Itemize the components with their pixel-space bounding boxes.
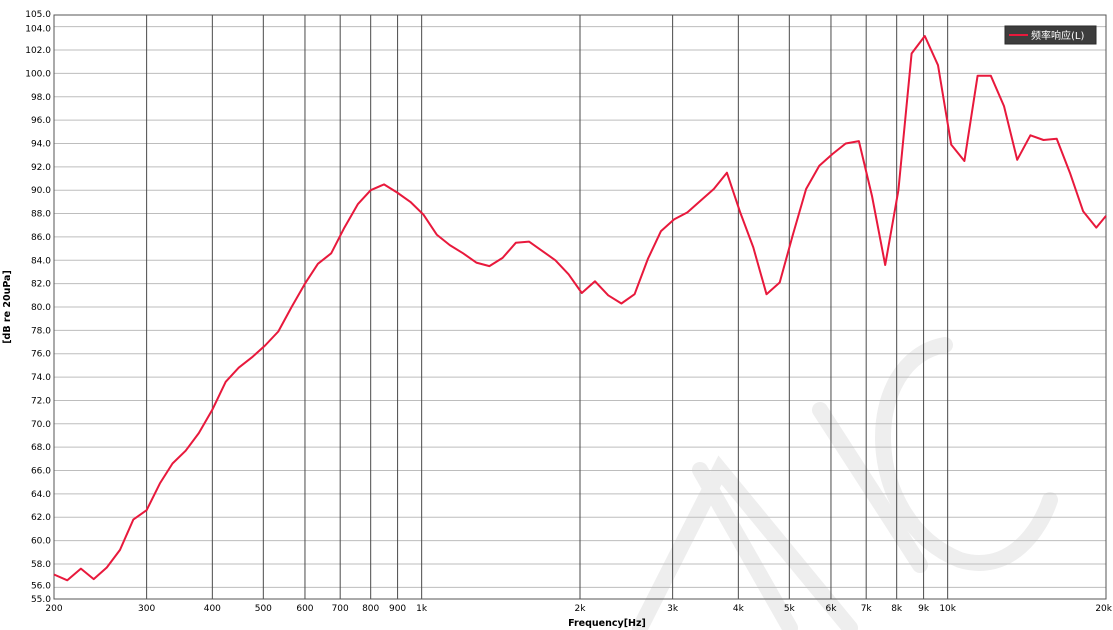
y-tick-label: 68.0: [31, 443, 51, 453]
y-tick-label: 100.0: [25, 69, 51, 79]
x-tick-label: 9k: [918, 604, 930, 614]
y-tick-label: 92.0: [31, 163, 51, 173]
x-tick-label: 300: [138, 604, 155, 614]
y-tick-label: 104.0: [25, 25, 51, 35]
grid: [53, 14, 1107, 600]
x-tick-label: 1k: [416, 604, 428, 614]
x-tick-label: 800: [362, 604, 379, 614]
y-tick-label: 94.0: [31, 139, 51, 149]
x-tick-label: 400: [204, 604, 221, 614]
y-tick-label: 105.0: [25, 10, 51, 20]
plot-border: [53, 14, 1107, 600]
plot-frame: [53, 14, 1107, 600]
series-layer: [53, 35, 1107, 582]
y-tick-label: 72.0: [31, 396, 51, 406]
y-tick-label: 70.0: [31, 420, 51, 430]
y-tick-label: 55.0: [31, 595, 51, 605]
y-tick-label: 58.0: [31, 560, 51, 570]
x-tick-label: 5k: [784, 604, 796, 614]
x-tick-label: 20k: [1095, 604, 1112, 614]
x-tick-label: 4k: [733, 604, 745, 614]
watermark-stroke: [812, 402, 928, 573]
x-tick-label: 500: [255, 604, 272, 614]
x-tick-label: 2k: [575, 604, 587, 614]
y-tick-label: 98.0: [31, 93, 51, 103]
series-line-0: [53, 35, 1107, 582]
watermark-stroke: [875, 337, 1058, 571]
y-tick-label: 64.0: [31, 490, 51, 500]
y-tick-label: 82.0: [31, 280, 51, 290]
y-axis-title: [dB re 20uPa]: [2, 270, 13, 344]
x-axis-title: Frequency[Hz]: [568, 618, 646, 629]
watermark-stroke: [632, 455, 858, 630]
x-tick-label: 200: [45, 604, 62, 614]
y-tick-label: 88.0: [31, 210, 51, 220]
x-tick-label: 700: [332, 604, 349, 614]
y-tick-label: 56.0: [31, 581, 51, 591]
y-tick-label: 96.0: [31, 116, 51, 126]
y-tick-label: 76.0: [31, 350, 51, 360]
y-tick-labels: 105.0 104.0 102.0 100.0 98.0 96.0 94.0 92.0 90.0…: [25, 10, 51, 605]
x-tick-label: 10k: [939, 604, 956, 614]
y-tick-label: 60.0: [31, 537, 51, 547]
x-tick-label: 8k: [891, 604, 903, 614]
watermark: [632, 337, 1058, 630]
y-tick-label: 62.0: [31, 513, 51, 523]
x-tick-label: 7k: [861, 604, 873, 614]
y-tick-label: 74.0: [31, 373, 51, 383]
y-tick-label: 86.0: [31, 233, 51, 243]
x-tick-label: 900: [389, 604, 406, 614]
y-tick-label: 90.0: [31, 186, 51, 196]
y-tick-label: 78.0: [31, 326, 51, 336]
legend-box: [1004, 25, 1097, 45]
legend-label: 频率响应(L): [1031, 29, 1084, 42]
y-tick-label: 102.0: [25, 46, 51, 56]
x-tick-label: 3k: [667, 604, 679, 614]
y-tick-label: 84.0: [31, 256, 51, 266]
y-tick-label: 80.0: [31, 303, 51, 313]
x-tick-label: 6k: [825, 604, 837, 614]
x-tick-labels: 200 300 400 500 600 700 800 900 1k 2k 3k 4k 5k 6k 7k 8k…: [45, 604, 1112, 614]
x-tick-label: 600: [296, 604, 313, 614]
y-tick-label: 66.0: [31, 467, 51, 477]
legend[interactable]: 频率响应(L): [1004, 25, 1097, 45]
watermark-stroke: [692, 462, 798, 630]
